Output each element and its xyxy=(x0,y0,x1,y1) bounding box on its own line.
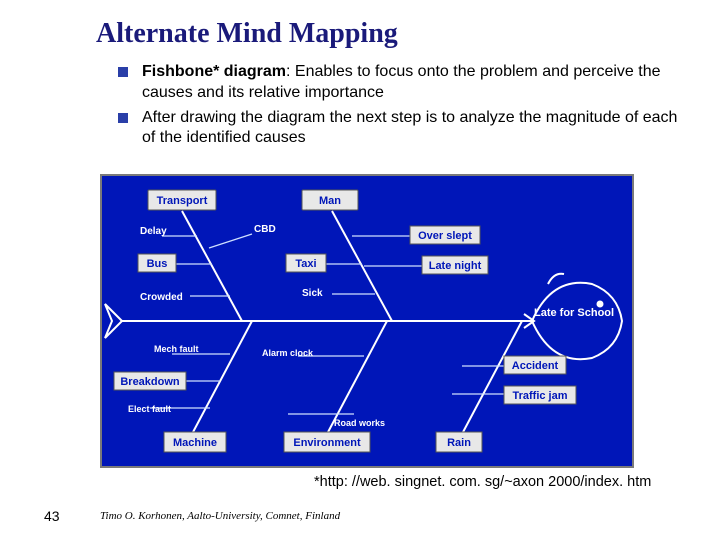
bullet-icon xyxy=(118,67,128,77)
bullet-rest: After drawing the diagram the next step … xyxy=(142,109,677,147)
fishbone-diagram: Transport Man Bus Taxi Over slept Late n… xyxy=(100,174,634,468)
label-mechfault: Mech fault xyxy=(154,344,199,354)
category-rain: Rain xyxy=(447,437,471,449)
category-environment: Environment xyxy=(293,437,361,449)
label-crowded: Crowded xyxy=(140,292,183,303)
label-delay: Delay xyxy=(140,226,167,237)
sub-bus: Bus xyxy=(147,258,168,270)
label-roadworks: Road works xyxy=(334,418,385,428)
sub-overslept: Over slept xyxy=(418,230,472,242)
bullet-list: Fishbone* diagram: Enables to focus onto… xyxy=(118,62,678,153)
category-machine: Machine xyxy=(173,437,217,449)
effect-label: Late for School xyxy=(534,307,614,319)
footer-credit: Timo O. Korhonen, Aalto-University, Comn… xyxy=(100,510,340,522)
sub-breakdown: Breakdown xyxy=(120,376,180,388)
page-number: 43 xyxy=(44,508,60,524)
label-alarmclock: Alarm clock xyxy=(262,348,314,358)
bullet-lead: Fishbone* diagram xyxy=(142,63,286,80)
bullet-icon xyxy=(118,113,128,123)
list-item: After drawing the diagram the next step … xyxy=(118,108,678,150)
sub-accident: Accident xyxy=(512,360,559,372)
label-cbd: CBD xyxy=(254,224,276,235)
sub-latenight: Late night xyxy=(429,260,482,272)
citation-text: *http: //web. singnet. com. sg/~axon 200… xyxy=(314,474,651,490)
label-sick: Sick xyxy=(302,288,323,299)
category-man: Man xyxy=(319,195,341,207)
category-transport: Transport xyxy=(157,195,208,207)
label-electfault: Elect fault xyxy=(128,404,171,414)
sub-trafficjam: Traffic jam xyxy=(512,390,567,402)
page-title: Alternate Mind Mapping xyxy=(96,18,398,50)
list-item: Fishbone* diagram: Enables to focus onto… xyxy=(118,62,678,104)
sub-taxi: Taxi xyxy=(295,258,316,270)
